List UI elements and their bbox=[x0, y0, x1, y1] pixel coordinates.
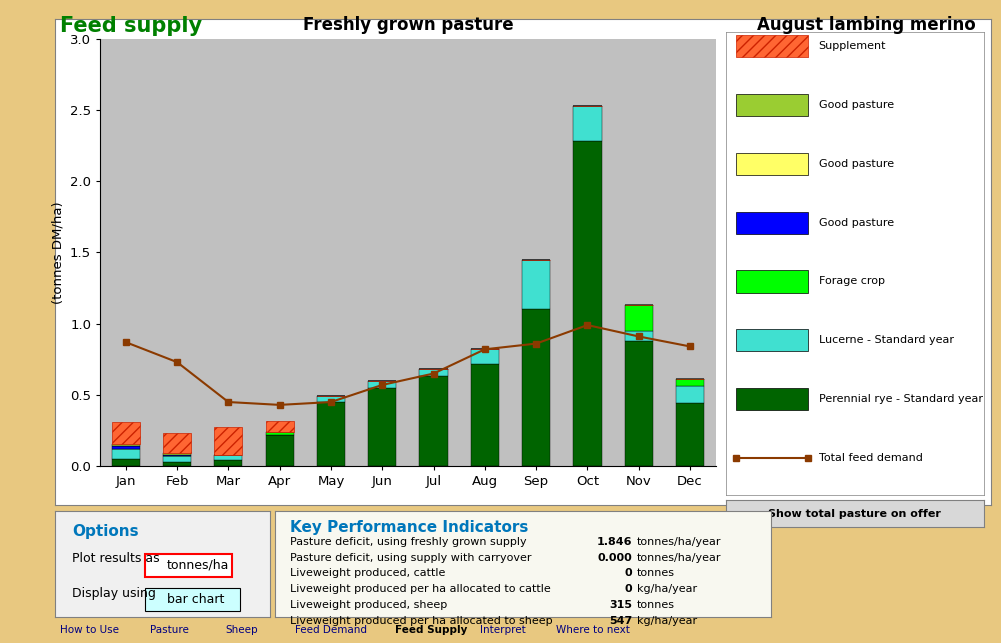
Bar bbox=[574, 141, 602, 466]
FancyBboxPatch shape bbox=[145, 588, 240, 611]
Bar bbox=[470, 349, 498, 363]
Text: Display using: Display using bbox=[72, 588, 156, 601]
Text: Plot results as: Plot results as bbox=[72, 552, 160, 565]
Bar bbox=[676, 386, 704, 403]
Bar bbox=[265, 432, 293, 435]
Text: bar chart: bar chart bbox=[167, 593, 224, 606]
Text: 547: 547 bbox=[609, 616, 632, 626]
Text: Good pasture: Good pasture bbox=[819, 159, 894, 168]
Text: Show total pasture on offer: Show total pasture on offer bbox=[769, 509, 941, 519]
Text: Liveweight produced, sheep: Liveweight produced, sheep bbox=[290, 601, 447, 610]
Bar bbox=[419, 376, 447, 466]
Text: 1.846: 1.846 bbox=[597, 537, 632, 547]
Bar bbox=[214, 427, 242, 455]
Bar bbox=[163, 462, 191, 466]
Text: tonnes/ha: tonnes/ha bbox=[167, 559, 229, 572]
Text: Sheep: Sheep bbox=[225, 625, 258, 635]
Bar bbox=[523, 260, 551, 309]
Text: Total feed demand: Total feed demand bbox=[819, 453, 923, 463]
Text: Where to next: Where to next bbox=[556, 625, 630, 635]
Text: 0.000: 0.000 bbox=[598, 552, 632, 563]
Text: Liveweight produced per ha allocated to cattle: Liveweight produced per ha allocated to … bbox=[290, 584, 551, 594]
Bar bbox=[214, 455, 242, 460]
Text: How to Use: How to Use bbox=[60, 625, 119, 635]
Bar bbox=[112, 446, 140, 449]
Text: Feed Demand: Feed Demand bbox=[295, 625, 367, 635]
Text: Feed Supply: Feed Supply bbox=[395, 625, 467, 635]
Bar bbox=[112, 449, 140, 459]
Bar bbox=[368, 381, 396, 388]
Text: Pasture deficit, using supply with carryover: Pasture deficit, using supply with carry… bbox=[290, 552, 532, 563]
Bar bbox=[625, 331, 653, 341]
Text: Feed supply: Feed supply bbox=[60, 16, 202, 36]
Text: tonnes/ha/year: tonnes/ha/year bbox=[637, 537, 722, 547]
Text: kg/ha/year: kg/ha/year bbox=[637, 584, 697, 594]
Bar bbox=[574, 105, 602, 141]
Bar bbox=[736, 270, 809, 293]
Text: Perennial rye - Standard year: Perennial rye - Standard year bbox=[819, 394, 983, 404]
Bar bbox=[736, 152, 809, 175]
Text: Good pasture: Good pasture bbox=[819, 100, 894, 110]
Text: Liveweight produced per ha allocated to sheep: Liveweight produced per ha allocated to … bbox=[290, 616, 553, 626]
Text: Supplement: Supplement bbox=[819, 41, 886, 51]
Bar bbox=[265, 435, 293, 466]
Bar bbox=[736, 35, 809, 57]
Bar bbox=[317, 402, 345, 466]
Bar bbox=[368, 388, 396, 466]
Text: 0: 0 bbox=[625, 568, 632, 579]
Text: Lucerne - Standard year: Lucerne - Standard year bbox=[819, 336, 954, 345]
Text: tonnes/ha/year: tonnes/ha/year bbox=[637, 552, 722, 563]
Bar bbox=[214, 460, 242, 466]
Bar bbox=[676, 403, 704, 466]
Bar bbox=[625, 305, 653, 331]
Bar bbox=[163, 455, 191, 456]
Text: tonnes: tonnes bbox=[637, 601, 675, 610]
Bar bbox=[163, 433, 191, 453]
Text: Key Performance Indicators: Key Performance Indicators bbox=[290, 520, 529, 535]
Text: 315: 315 bbox=[609, 601, 632, 610]
Bar bbox=[523, 309, 551, 466]
Bar bbox=[419, 369, 447, 376]
Bar bbox=[112, 422, 140, 444]
Bar bbox=[736, 388, 809, 410]
Title: Freshly grown pasture: Freshly grown pasture bbox=[302, 16, 514, 34]
Text: August lambing merino: August lambing merino bbox=[757, 16, 976, 34]
Text: Pasture: Pasture bbox=[150, 625, 189, 635]
Bar bbox=[163, 453, 191, 455]
Bar bbox=[163, 456, 191, 462]
Text: Good pasture: Good pasture bbox=[819, 217, 894, 228]
Bar bbox=[112, 459, 140, 466]
Bar bbox=[625, 341, 653, 466]
Text: Interpret: Interpret bbox=[480, 625, 527, 635]
Text: tonnes: tonnes bbox=[637, 568, 675, 579]
Text: Forage crop: Forage crop bbox=[819, 276, 885, 287]
Bar bbox=[112, 444, 140, 446]
Bar bbox=[470, 363, 498, 466]
Text: Pasture deficit, using freshly grown supply: Pasture deficit, using freshly grown sup… bbox=[290, 537, 527, 547]
Bar bbox=[736, 212, 809, 234]
Bar bbox=[676, 379, 704, 386]
Bar bbox=[265, 421, 293, 432]
Text: Options: Options bbox=[72, 524, 139, 539]
Bar bbox=[317, 396, 345, 402]
Text: Liveweight produced, cattle: Liveweight produced, cattle bbox=[290, 568, 445, 579]
Text: 0: 0 bbox=[625, 584, 632, 594]
FancyBboxPatch shape bbox=[145, 554, 231, 577]
Bar bbox=[736, 94, 809, 116]
Text: kg/ha/year: kg/ha/year bbox=[637, 616, 697, 626]
Bar bbox=[736, 329, 809, 352]
Y-axis label: (tonnes DM/ha): (tonnes DM/ha) bbox=[51, 201, 64, 303]
